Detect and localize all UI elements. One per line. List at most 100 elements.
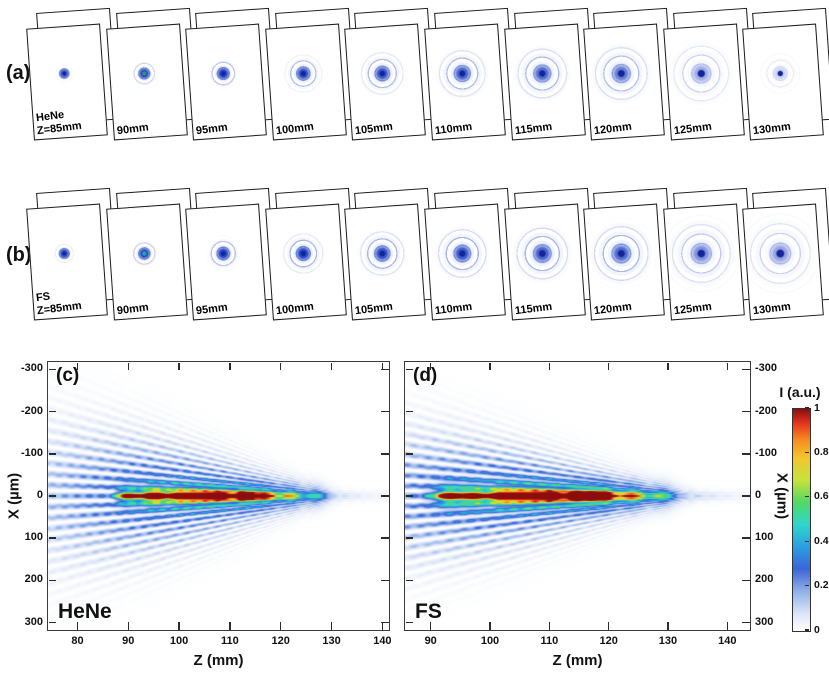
frame-back-plate <box>434 7 516 125</box>
frame-z-label: 125mm <box>673 120 713 138</box>
frame-z-label: 110mm <box>434 300 473 318</box>
d-y-axis-title: X (µm) <box>773 472 791 520</box>
panel-b-label: (b) <box>6 244 32 266</box>
d-x-tick-label: 200 <box>755 573 774 586</box>
frame-z-label: 115mm <box>513 300 553 318</box>
c-x-tick-label: 100 <box>24 531 43 544</box>
frame-back-plate <box>752 187 829 305</box>
frame-front-plate: 95mm <box>185 23 268 141</box>
heatmap-d-canvas <box>405 362 750 630</box>
heatmap-c-canvas <box>48 362 389 630</box>
c-z-tick-label: 130 <box>322 635 341 647</box>
frame-front-plate: 110mm <box>424 23 506 141</box>
frame-z-label: 115mm <box>513 120 553 138</box>
frame-back-plate <box>672 7 755 125</box>
d-x-axis-title: Z (mm) <box>552 652 603 669</box>
d-z-tick-label: 100 <box>480 635 500 647</box>
frame-a-5: 105mm <box>344 7 437 141</box>
frame-front-plate: HeNe Z=85mm <box>26 23 108 141</box>
frame-b-7: 115mm <box>503 187 596 321</box>
frame-back-plate <box>354 187 437 305</box>
c-x-axis-title: Z (mm) <box>193 652 244 669</box>
colorbar-tick-label: 1 <box>814 401 820 414</box>
diffraction-pattern <box>426 205 504 319</box>
diffraction-pattern <box>585 25 663 139</box>
heatmap-panel-c: (c) HeNe <box>47 361 390 631</box>
frame-b-8: 120mm <box>583 187 675 321</box>
frame-back-plate <box>593 7 675 125</box>
frame-z-label: 95mm <box>195 301 229 318</box>
diffraction-pattern <box>187 25 265 139</box>
frame-a-9: 125mm <box>662 7 755 141</box>
d-z-tick-label: 140 <box>718 635 737 647</box>
frame-z-label: 130mm <box>752 120 792 138</box>
frame-z-label: 110mm <box>434 120 473 138</box>
frame-front-plate: 130mm <box>742 203 825 321</box>
diffraction-pattern <box>585 205 663 319</box>
colorbar-title: I (a.u.) <box>779 384 821 400</box>
panel-d-label: (d) <box>413 365 438 386</box>
d-x-tick-label: 300 <box>755 615 774 628</box>
c-x-tick-label: -300 <box>20 362 43 375</box>
frame-a-2: 90mm <box>105 7 198 141</box>
frame-front-plate: 100mm <box>264 203 347 321</box>
diffraction-pattern <box>744 25 823 139</box>
frame-front-plate: 120mm <box>583 203 666 321</box>
panel-c-label: (c) <box>56 365 80 386</box>
frame-b-2: 90mm <box>105 187 198 321</box>
frame-front-plate: 105mm <box>344 203 427 321</box>
frame-z-label: 120mm <box>593 300 633 318</box>
frame-source-label: FS <box>35 290 51 305</box>
frame-z-label: Z=85mm <box>36 299 83 318</box>
frame-front-plate: 90mm <box>105 203 188 321</box>
diffraction-pattern <box>426 25 504 139</box>
frame-z-label: 90mm <box>115 301 149 318</box>
frame-z-label: 100mm <box>275 120 315 138</box>
diffraction-pattern <box>187 205 265 319</box>
c-x-tick-label: -200 <box>20 404 43 417</box>
frame-back-plate <box>274 187 357 305</box>
frame-a-8: 120mm <box>583 7 675 141</box>
frame-a-7: 115mm <box>503 7 596 141</box>
frame-z-label: 105mm <box>354 120 394 138</box>
frame-b-9: 125mm <box>662 187 755 321</box>
panel-d-source-label: FS <box>415 600 442 623</box>
frame-front-plate: 90mm <box>105 23 188 141</box>
frame-b-1: FS Z=85mm <box>26 187 118 321</box>
frame-back-plate <box>593 187 675 305</box>
frame-a-4: 100mm <box>264 7 357 141</box>
c-x-tick-label: -100 <box>20 446 43 459</box>
diffraction-pattern <box>665 205 743 319</box>
frame-z-label: Z=85mm <box>36 119 83 138</box>
d-z-tick-label: 120 <box>599 635 618 647</box>
frame-back-plate <box>115 187 198 305</box>
frame-z-label: 90mm <box>115 121 149 138</box>
panel-a-label: (a) <box>6 62 31 84</box>
frame-back-plate <box>434 187 516 305</box>
diffraction-pattern <box>744 205 823 319</box>
frame-z-label: 100mm <box>275 300 315 318</box>
frame-source-label: HeNe <box>35 108 65 125</box>
diffraction-pattern <box>505 25 584 139</box>
c-x-tick-label: 200 <box>24 573 43 586</box>
d-z-tick-label: 90 <box>424 635 437 647</box>
colorbar-tick-label: 0.4 <box>814 534 829 547</box>
diffraction-pattern <box>505 205 584 319</box>
d-x-tick-label: -300 <box>755 362 778 375</box>
c-z-tick-label: 80 <box>71 635 84 647</box>
frame-front-plate: 125mm <box>662 203 745 321</box>
frame-front-plate: 95mm <box>185 203 268 321</box>
frame-z-label: 95mm <box>195 121 229 138</box>
frame-b-4: 100mm <box>264 187 357 321</box>
c-z-tick-label: 110 <box>221 635 239 647</box>
frame-z-label: 105mm <box>354 300 394 318</box>
frame-b-5: 105mm <box>344 187 437 321</box>
frame-back-plate <box>513 187 596 305</box>
d-x-tick-label: -100 <box>755 446 778 459</box>
frame-z-label: 120mm <box>593 120 633 138</box>
diffraction-pattern <box>267 25 345 139</box>
frame-back-plate <box>513 7 596 125</box>
frame-back-plate <box>752 7 829 125</box>
panel-c-source-label: HeNe <box>58 600 112 623</box>
